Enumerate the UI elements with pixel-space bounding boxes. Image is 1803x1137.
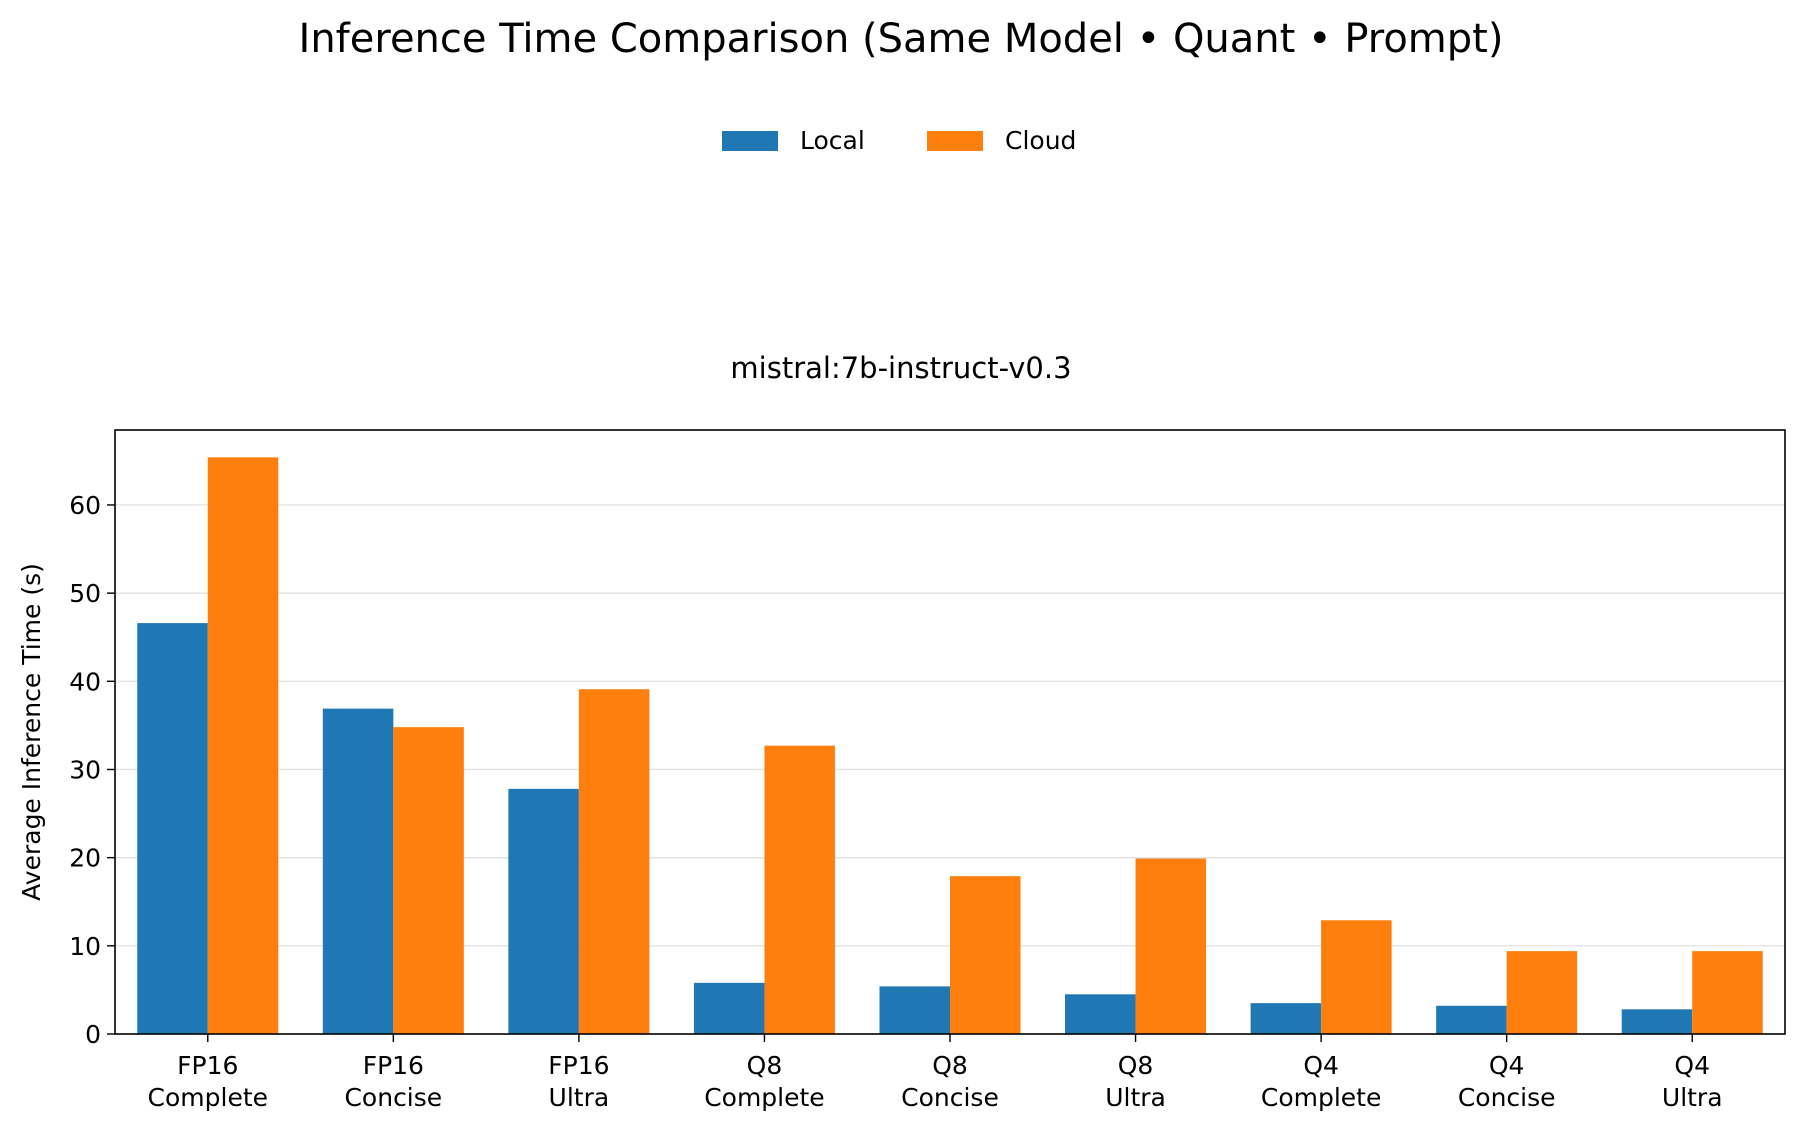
bar-cloud bbox=[393, 727, 464, 1034]
x-tick-label: FP16 bbox=[363, 1051, 424, 1080]
bar-local bbox=[693, 982, 765, 1034]
bar-local bbox=[322, 708, 394, 1034]
y-tick-label: 10 bbox=[69, 932, 101, 961]
x-tick-label: Concise bbox=[344, 1083, 442, 1112]
x-tick-label: Q8 bbox=[1118, 1051, 1154, 1080]
bar-cloud bbox=[764, 745, 835, 1034]
bar-local bbox=[1621, 1009, 1693, 1034]
bar-local bbox=[508, 788, 579, 1034]
bar-cloud bbox=[578, 689, 650, 1034]
bar-cloud bbox=[1506, 951, 1578, 1034]
x-tick-label: Ultra bbox=[549, 1083, 610, 1112]
bar-local bbox=[1250, 1003, 1322, 1034]
legend-swatch-local bbox=[722, 131, 778, 151]
x-tick-label: Ultra bbox=[1662, 1083, 1723, 1112]
bar-local bbox=[1436, 1005, 1507, 1034]
x-axis: FP16 Complete FP16 Concise FP16 Ultra Q8 Comple… bbox=[148, 1034, 1723, 1112]
bar-cloud bbox=[1321, 920, 1392, 1034]
x-tick-label: Ultra bbox=[1105, 1083, 1166, 1112]
x-tick-label: Q4 bbox=[1674, 1051, 1710, 1080]
y-tick-label: 50 bbox=[69, 579, 101, 608]
bar-cloud bbox=[950, 876, 1021, 1034]
x-tick-label: FP16 bbox=[177, 1051, 238, 1080]
legend-label-local: Local bbox=[800, 126, 865, 155]
x-tick-label: Concise bbox=[1458, 1083, 1556, 1112]
x-tick-label: Q4 bbox=[1303, 1051, 1339, 1080]
y-tick-label: 60 bbox=[69, 491, 101, 520]
x-tick-label: Q4 bbox=[1489, 1051, 1525, 1080]
bar-local bbox=[137, 623, 208, 1034]
bar-cloud bbox=[207, 457, 279, 1034]
x-tick-label: Complete bbox=[1261, 1083, 1381, 1112]
x-tick-label: FP16 bbox=[548, 1051, 609, 1080]
bar-local bbox=[1065, 994, 1136, 1034]
x-tick-label: Complete bbox=[148, 1083, 268, 1112]
bar-local bbox=[879, 986, 950, 1034]
x-tick-label: Q8 bbox=[932, 1051, 968, 1080]
y-axis-label: Average Inference Time (s) bbox=[17, 563, 46, 901]
y-tick-label: 20 bbox=[69, 844, 101, 873]
y-tick-label: 30 bbox=[69, 755, 101, 784]
x-tick-label: Q8 bbox=[747, 1051, 783, 1080]
y-tick-label: 40 bbox=[69, 667, 101, 696]
bars bbox=[137, 457, 1763, 1034]
legend-label-cloud: Cloud bbox=[1005, 126, 1076, 155]
legend-swatch-cloud bbox=[927, 131, 983, 151]
x-tick-label: Concise bbox=[901, 1083, 999, 1112]
chart-title: Inference Time Comparison (Same Model • … bbox=[299, 16, 1504, 62]
x-tick-label: Complete bbox=[704, 1083, 824, 1112]
bar-cloud bbox=[1692, 951, 1763, 1034]
y-axis: 0 10 20 30 40 50 60 bbox=[69, 491, 115, 1049]
legend: Local Cloud bbox=[722, 126, 1076, 155]
chart-subtitle: mistral:7b-instruct-v0.3 bbox=[730, 351, 1071, 385]
bar-cloud bbox=[1135, 858, 1207, 1034]
y-tick-label: 0 bbox=[85, 1020, 101, 1049]
